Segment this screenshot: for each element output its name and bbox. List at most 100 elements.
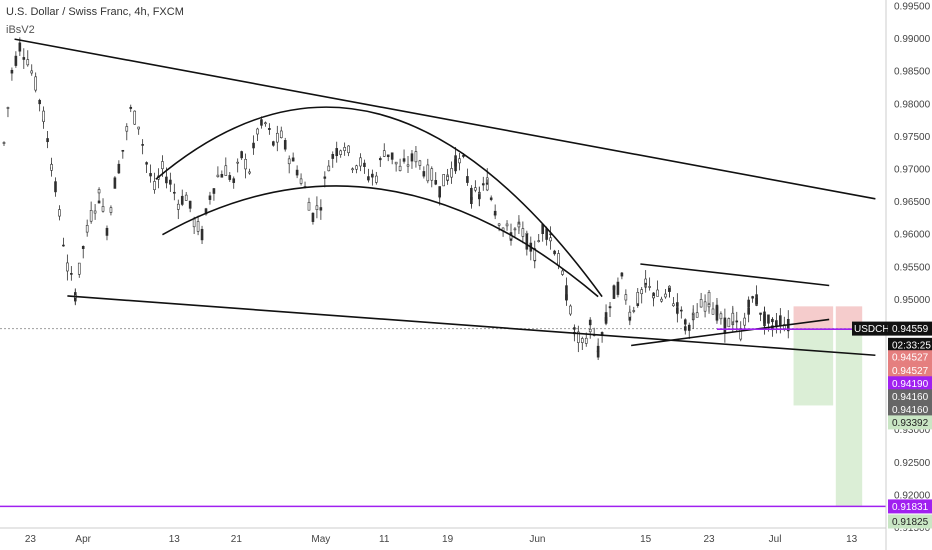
candle-body	[489, 197, 493, 200]
x-tick-label: Jul	[769, 534, 782, 545]
candle-body	[220, 173, 224, 178]
candle-body	[351, 168, 354, 171]
candle-body	[604, 317, 608, 324]
candle-body	[363, 162, 366, 167]
x-tick-label: Apr	[75, 534, 91, 545]
candle-body	[406, 164, 410, 167]
target-zone-2	[835, 329, 863, 507]
price-tag-value: 0.91831	[892, 502, 929, 513]
indicator-label: iBsV2	[6, 24, 35, 36]
candle-body	[580, 338, 584, 343]
candle-body	[557, 253, 560, 266]
candle-body	[307, 201, 311, 211]
candle-body	[537, 240, 541, 242]
candle-body	[331, 154, 335, 159]
candle-body	[640, 289, 644, 295]
candle-body	[676, 302, 679, 307]
y-tick-label: 0.97500	[894, 132, 931, 143]
price-tag-value: 0.94527	[892, 366, 929, 377]
candle-body	[89, 210, 93, 222]
candle-body	[470, 187, 473, 204]
candle-body	[232, 178, 236, 183]
candle-body	[398, 165, 402, 171]
x-tick-label: 21	[231, 534, 243, 545]
candle-body	[390, 152, 394, 160]
candle-body	[648, 286, 651, 288]
candle-body	[165, 176, 168, 184]
candle-body	[656, 289, 659, 297]
candle-body	[442, 174, 445, 187]
candle-body	[628, 311, 632, 318]
candle-body	[184, 194, 188, 201]
candle-body	[505, 223, 509, 227]
y-tick-label: 0.91500	[894, 523, 931, 534]
candle-body	[759, 312, 762, 315]
candle-body	[145, 162, 148, 165]
symbol-label: USDCHF	[854, 324, 896, 335]
candle-body	[517, 223, 521, 228]
candle-body	[105, 227, 109, 236]
candle-body	[244, 159, 247, 170]
candle-body	[169, 179, 172, 185]
candle-body	[276, 132, 279, 143]
candle-body	[422, 171, 426, 177]
candle-body	[101, 206, 105, 212]
candle-body	[703, 301, 707, 312]
candle-body	[240, 151, 243, 159]
candle-body	[279, 130, 283, 139]
candle-body	[763, 311, 766, 327]
x-tick-label: May	[311, 534, 330, 545]
candle-body	[632, 310, 636, 312]
candle-body	[668, 287, 671, 292]
candle-body	[525, 233, 529, 235]
candle-body	[596, 350, 600, 358]
candle-body	[268, 128, 271, 130]
candle-body	[612, 285, 616, 299]
candle-body	[616, 281, 620, 295]
candle-body	[624, 294, 628, 301]
candle-body	[188, 200, 192, 209]
y-tick-label: 0.98000	[894, 99, 931, 110]
candle-body	[569, 305, 572, 315]
candle-body	[109, 207, 113, 213]
candle-body	[97, 189, 101, 194]
candle-body	[743, 317, 746, 326]
candle-body	[26, 59, 30, 66]
candle-body	[347, 145, 350, 154]
candle-body	[573, 327, 576, 330]
candle-body	[446, 176, 449, 181]
y-tick-label: 0.99000	[894, 34, 931, 45]
candle-body	[319, 207, 323, 211]
price-tag-bg	[888, 514, 932, 529]
candle-body	[367, 176, 370, 181]
candle-body	[113, 177, 117, 189]
candle-body	[386, 154, 390, 158]
candle-body	[553, 250, 556, 255]
candle-body	[149, 173, 152, 177]
candle-body	[192, 218, 196, 228]
candle-body	[18, 42, 22, 52]
candle-body	[272, 141, 275, 146]
y-tick-label: 0.97000	[894, 164, 931, 175]
x-tick-label: 13	[169, 534, 181, 545]
candle-body	[62, 244, 65, 247]
candle-body	[739, 328, 743, 340]
candle-body	[426, 164, 430, 182]
candle-body	[652, 295, 655, 299]
candle-body	[161, 161, 164, 170]
candle-body	[458, 158, 461, 164]
candle-body	[731, 312, 735, 323]
price-tag: 0.94527	[888, 350, 932, 365]
candle-body	[85, 225, 89, 233]
candle-body	[14, 55, 18, 66]
price-tag-bg	[888, 363, 932, 378]
candle-body	[695, 312, 699, 318]
candle-body	[50, 164, 53, 171]
price-tag: 0.94190	[888, 376, 932, 391]
candle-body	[133, 110, 137, 125]
candle-body	[125, 126, 129, 132]
candle-body	[10, 69, 14, 74]
candle-body	[683, 319, 687, 325]
